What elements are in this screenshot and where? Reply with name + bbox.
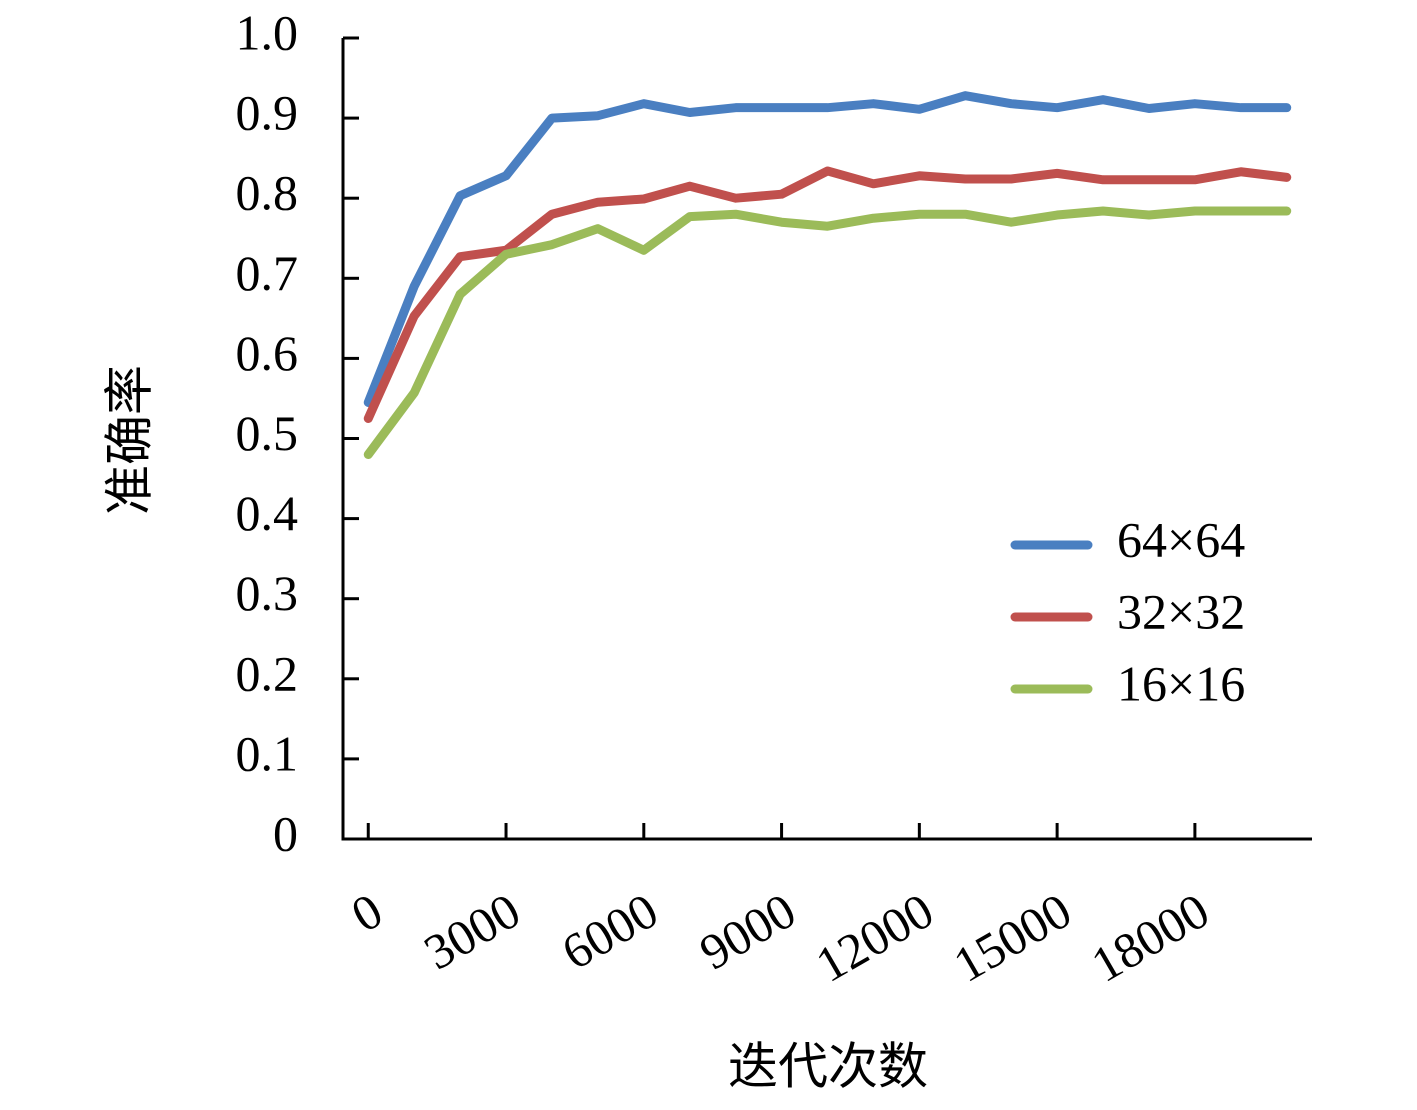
y-tick-label: 0.4: [236, 485, 299, 541]
line: [363, 206, 1292, 460]
y-tick-label: 1.0: [236, 4, 299, 60]
x-tick-label: 9000: [690, 882, 805, 980]
y-tick-label: 0.2: [236, 645, 299, 701]
x-tick-label: 6000: [552, 882, 667, 980]
y-tick-label: 0.1: [236, 725, 299, 781]
y-tick-label: 0: [273, 805, 298, 861]
y-tick-label: 0.8: [236, 165, 299, 221]
x-tick-label: 3000: [415, 882, 530, 980]
y-tick-label: 0.9: [236, 85, 299, 141]
legend-label: 64×64: [1117, 511, 1245, 567]
x-tick-label: 18000: [1082, 882, 1218, 993]
y-tick-label: 0.7: [236, 245, 299, 301]
y-tick-label: 0.6: [236, 325, 299, 381]
legend-label: 32×32: [1117, 583, 1245, 639]
y-axis-label: 准确率: [101, 365, 157, 515]
x-tick-label: 12000: [806, 882, 942, 993]
x-tick-label: 15000: [944, 882, 1080, 993]
x-axis-label: 迭代次数: [728, 1038, 928, 1094]
legend-label: 16×16: [1117, 655, 1245, 711]
x-tick-label: 0: [342, 882, 392, 943]
y-tick-label: 0.3: [236, 565, 299, 621]
line: [363, 166, 1292, 423]
axes: [341, 38, 1312, 841]
line: [363, 91, 1292, 407]
y-tick-label: 0.5: [236, 405, 299, 461]
